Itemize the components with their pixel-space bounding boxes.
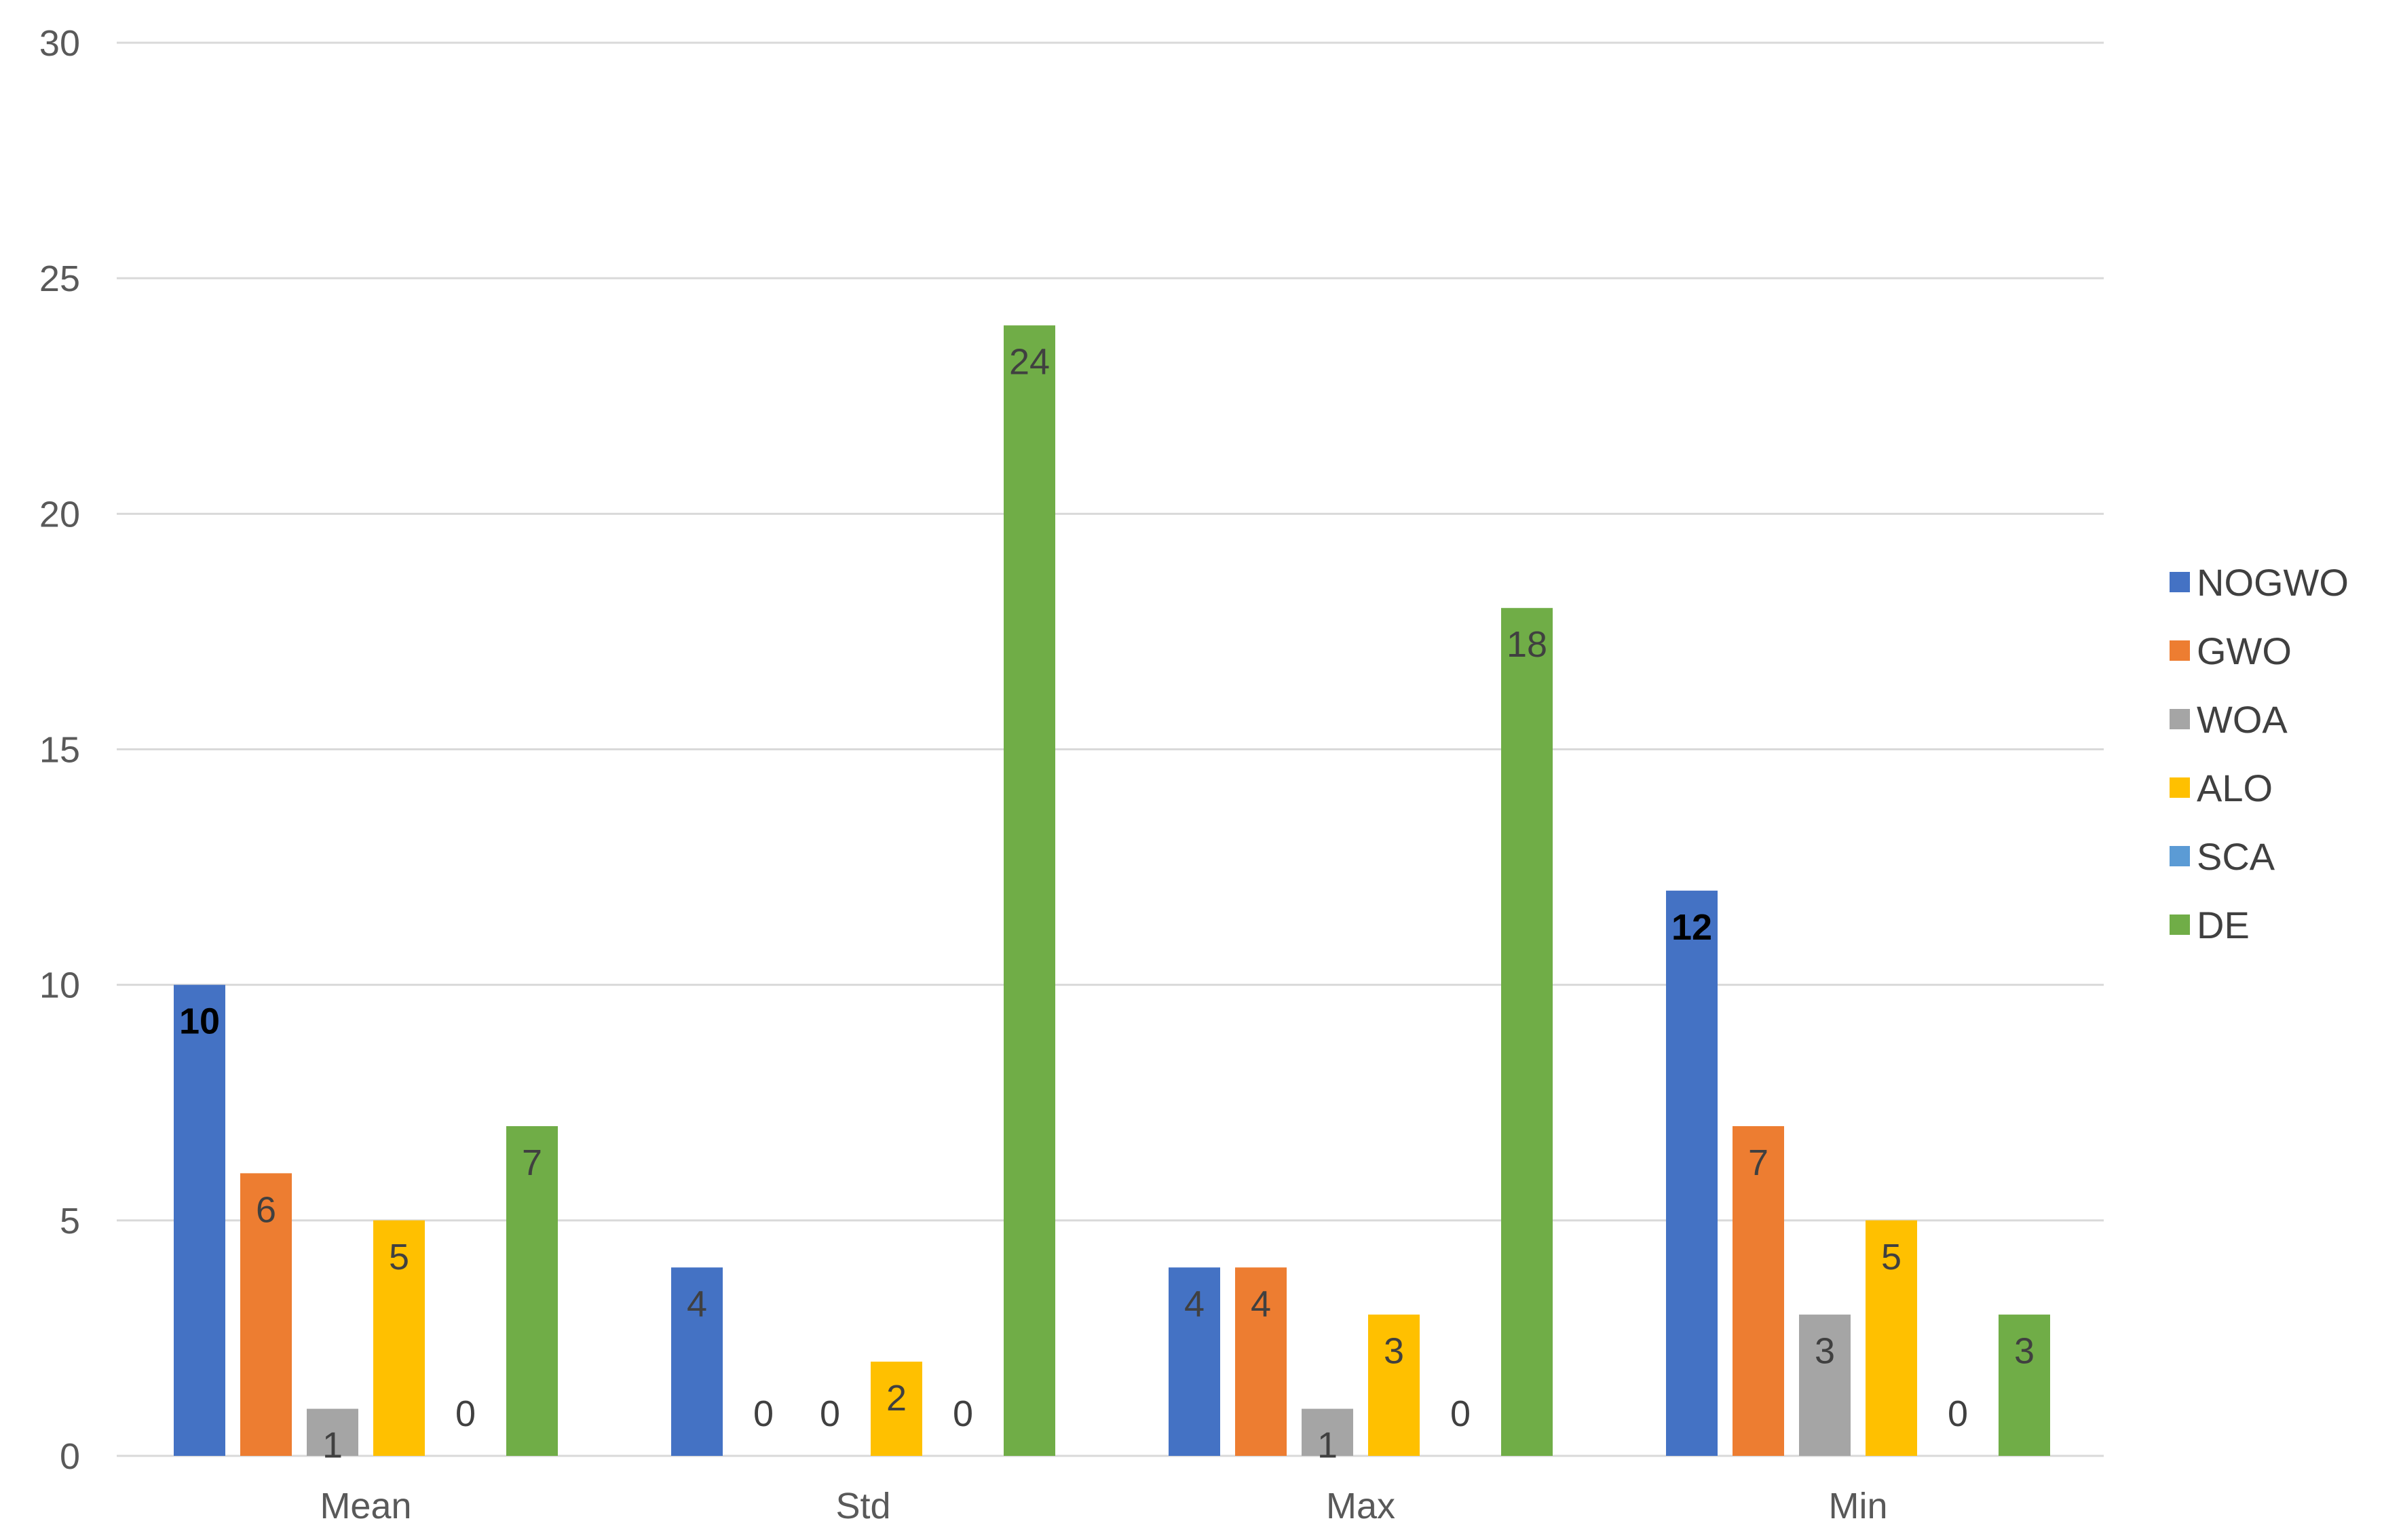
data-label: 3 xyxy=(1384,1331,1404,1372)
legend-item-sca: SCA xyxy=(2170,835,2275,878)
bar-alo-std xyxy=(871,1362,922,1456)
legend-swatch xyxy=(2170,915,2190,935)
bar-woa-max xyxy=(1302,1408,1353,1456)
bar-gwo-mean xyxy=(240,1173,292,1456)
data-labels: 10 6 1 5 0 7 4 0 0 2 0 24 4 4 1 3 0 18 12 7 3 5 0 3 xyxy=(179,342,2035,1466)
bar-woa-min xyxy=(1799,1314,1851,1456)
bar-de-max xyxy=(1501,608,1553,1457)
legend-item-woa: WOA xyxy=(2170,698,2288,741)
x-tick-label: Max xyxy=(1326,1486,1395,1526)
x-tick-label: Std xyxy=(835,1486,890,1526)
data-label: 0 xyxy=(753,1393,774,1434)
legend-swatch xyxy=(2170,572,2190,592)
data-label: 0 xyxy=(953,1393,973,1434)
legend-label: WOA xyxy=(2197,698,2288,741)
y-tick-label: 15 xyxy=(39,730,80,771)
data-label: 4 xyxy=(1251,1284,1271,1324)
y-tick-label: 30 xyxy=(39,23,80,64)
y-tick-label: 25 xyxy=(39,258,80,299)
legend-item-nogwo: NOGWO xyxy=(2170,561,2349,604)
data-label: 3 xyxy=(1815,1331,1835,1372)
x-tick-label: Min xyxy=(1828,1486,1887,1526)
data-label: 1 xyxy=(322,1425,343,1466)
data-label: 2 xyxy=(886,1378,907,1419)
data-label: 0 xyxy=(1450,1393,1471,1434)
legend-item-alo: ALO xyxy=(2170,767,2273,809)
y-tick-label: 10 xyxy=(39,965,80,1006)
x-axis-ticks: Mean Std Max Min xyxy=(320,1486,1887,1526)
data-label: 7 xyxy=(522,1142,542,1183)
bar-nogwo-std xyxy=(671,1267,723,1456)
gridlines xyxy=(117,41,2104,1457)
y-tick-label: 20 xyxy=(39,494,80,535)
legend-label: ALO xyxy=(2197,767,2273,809)
legend-label: GWO xyxy=(2197,630,2292,672)
x-tick-label: Mean xyxy=(320,1486,411,1526)
bar-gwo-max xyxy=(1235,1267,1287,1456)
data-label: 0 xyxy=(820,1393,840,1434)
data-label: 7 xyxy=(1748,1142,1768,1183)
legend-item-gwo: GWO xyxy=(2170,630,2292,672)
bar-alo-min xyxy=(1866,1220,1917,1456)
data-label: 6 xyxy=(256,1189,276,1230)
legend-label: SCA xyxy=(2197,835,2275,878)
bar-gwo-min xyxy=(1733,1125,1784,1456)
bar-de-std xyxy=(1004,325,1055,1457)
data-label: 5 xyxy=(1881,1237,1901,1277)
legend-swatch xyxy=(2170,777,2190,798)
data-label: 0 xyxy=(1948,1393,1968,1434)
data-label: 3 xyxy=(2014,1331,2035,1372)
legend-label: DE xyxy=(2197,904,2250,946)
legend: NOGWO GWO WOA ALO SCA DE xyxy=(2170,561,2349,946)
legend-item-de: DE xyxy=(2170,904,2250,946)
data-label: 5 xyxy=(389,1237,409,1277)
y-tick-label: 0 xyxy=(60,1436,80,1477)
bar-nogwo-max xyxy=(1169,1267,1220,1456)
bar-alo-mean xyxy=(373,1220,425,1456)
data-label: 18 xyxy=(1507,624,1547,665)
data-label: 4 xyxy=(687,1284,707,1324)
legend-swatch xyxy=(2170,709,2190,729)
bar-de-mean xyxy=(506,1125,558,1456)
legend-label: NOGWO xyxy=(2197,561,2349,604)
y-axis-ticks: 0 5 10 15 20 25 30 xyxy=(39,23,80,1477)
legend-swatch xyxy=(2170,640,2190,661)
legend-swatch xyxy=(2170,846,2190,866)
bar-nogwo-min xyxy=(1666,890,1718,1456)
data-label: 10 xyxy=(179,1001,220,1042)
data-label: 0 xyxy=(455,1393,476,1434)
bar-alo-max xyxy=(1368,1314,1420,1456)
bar-nogwo-mean xyxy=(174,984,225,1456)
bar-de-min xyxy=(1999,1314,2050,1456)
bars xyxy=(174,325,2050,1457)
data-label: 1 xyxy=(1317,1425,1338,1466)
bar-woa-mean xyxy=(307,1408,358,1456)
y-tick-label: 5 xyxy=(60,1201,80,1241)
data-label: 4 xyxy=(1184,1284,1205,1324)
data-label: 24 xyxy=(1009,342,1050,383)
data-label: 12 xyxy=(1671,907,1712,948)
